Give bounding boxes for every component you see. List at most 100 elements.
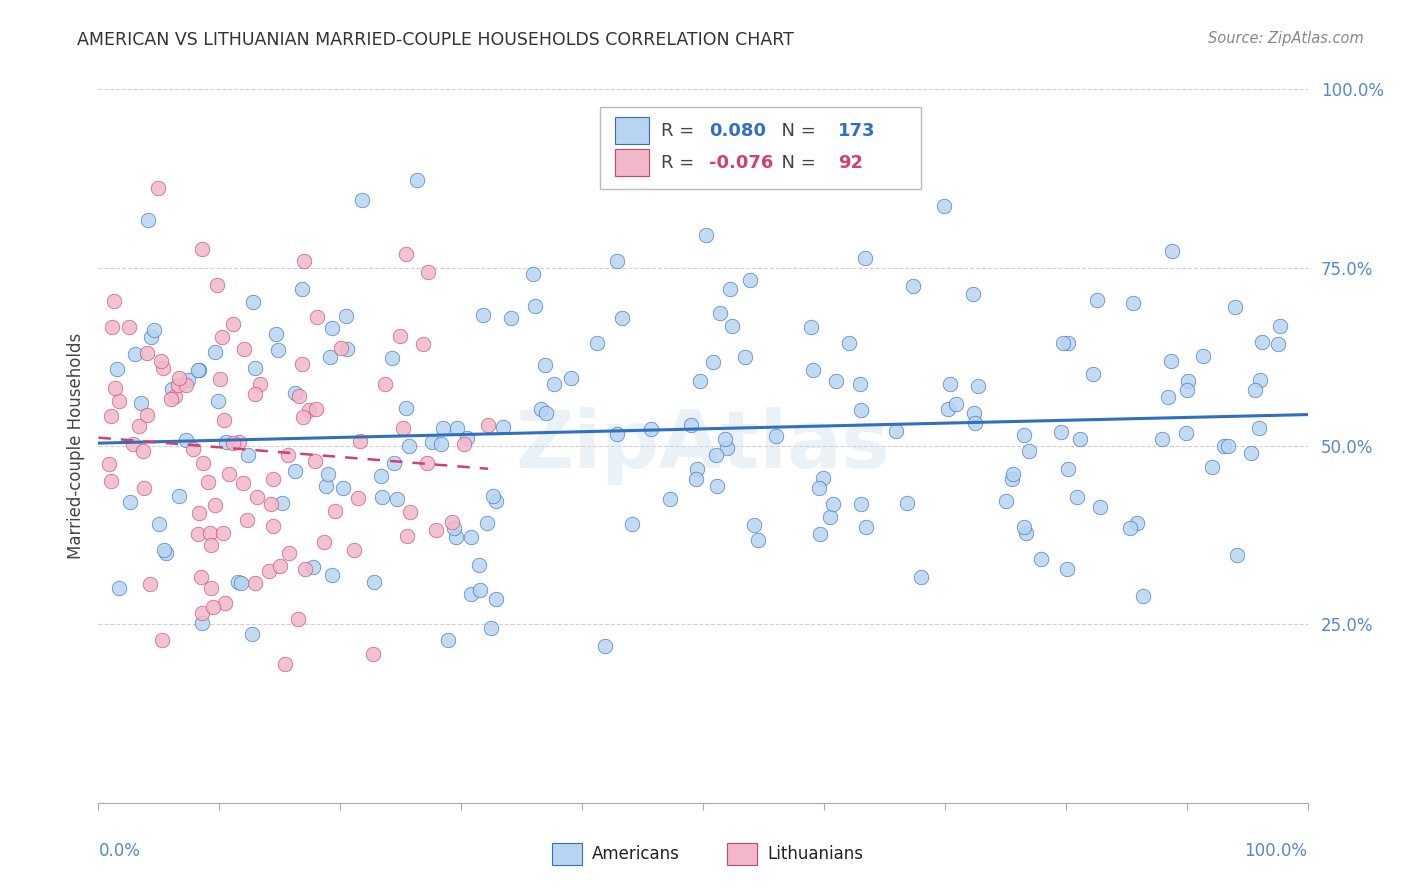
- Point: [499, 310, 522, 325]
- Point: [453, 437, 475, 451]
- Text: R =: R =: [661, 153, 700, 171]
- Point: [714, 432, 737, 446]
- Point: [965, 416, 987, 430]
- FancyBboxPatch shape: [600, 107, 921, 189]
- Point: [374, 377, 396, 392]
- Point: [132, 443, 155, 458]
- Text: ZipAtlas: ZipAtlas: [516, 407, 890, 485]
- Point: [1161, 244, 1184, 258]
- Point: [1174, 425, 1197, 440]
- Point: [304, 454, 326, 468]
- Point: [1090, 500, 1112, 514]
- Point: [849, 376, 872, 391]
- Point: [479, 621, 502, 635]
- Point: [1249, 373, 1271, 387]
- Point: [387, 491, 409, 506]
- Point: [298, 402, 321, 417]
- Point: [808, 481, 831, 495]
- Text: N =: N =: [769, 121, 821, 139]
- Point: [485, 592, 508, 607]
- Point: [1050, 425, 1073, 439]
- Text: R =: R =: [661, 121, 700, 139]
- Point: [747, 533, 769, 547]
- Point: [640, 422, 662, 436]
- Point: [138, 577, 160, 591]
- Point: [1212, 439, 1234, 453]
- Point: [524, 299, 547, 313]
- Point: [709, 306, 731, 320]
- Point: [398, 439, 420, 453]
- Point: [370, 490, 392, 504]
- Point: [1150, 432, 1173, 446]
- Point: [128, 419, 150, 434]
- Point: [606, 427, 628, 442]
- Point: [491, 419, 513, 434]
- Point: [332, 481, 354, 495]
- Point: [232, 342, 254, 356]
- Point: [200, 538, 222, 552]
- Text: AMERICAN VS LITHUANIAN MARRIED-COUPLE HOUSEHOLDS CORRELATION CHART: AMERICAN VS LITHUANIAN MARRIED-COUPLE HO…: [77, 31, 794, 49]
- Point: [689, 374, 711, 388]
- Point: [1243, 384, 1265, 398]
- Point: [593, 639, 616, 653]
- Point: [218, 467, 240, 481]
- Point: [190, 615, 212, 630]
- Point: [245, 386, 267, 401]
- Point: [193, 456, 215, 470]
- Point: [1177, 374, 1199, 388]
- Point: [800, 320, 823, 334]
- Text: 173: 173: [838, 121, 876, 139]
- Point: [396, 529, 419, 543]
- Point: [1201, 459, 1223, 474]
- Point: [472, 308, 495, 322]
- Point: [994, 494, 1017, 508]
- Point: [287, 612, 309, 626]
- Point: [765, 428, 787, 442]
- Point: [160, 392, 183, 406]
- Point: [174, 433, 197, 447]
- Point: [266, 343, 288, 357]
- Point: [321, 568, 343, 582]
- Point: [695, 227, 717, 242]
- Point: [104, 381, 127, 395]
- Point: [269, 559, 291, 574]
- Point: [207, 394, 229, 409]
- Point: [536, 406, 558, 420]
- Point: [222, 435, 245, 450]
- Point: [849, 403, 872, 417]
- Point: [716, 441, 738, 455]
- Point: [1251, 334, 1274, 349]
- Point: [1226, 548, 1249, 562]
- Point: [301, 559, 323, 574]
- Point: [606, 253, 628, 268]
- Point: [522, 267, 544, 281]
- Point: [100, 409, 122, 423]
- Point: [176, 373, 198, 387]
- Point: [118, 319, 141, 334]
- Point: [167, 378, 190, 392]
- Point: [236, 513, 259, 527]
- Point: [1057, 461, 1080, 475]
- Point: [336, 342, 359, 356]
- Point: [246, 490, 269, 504]
- Point: [108, 394, 131, 409]
- Point: [962, 287, 984, 301]
- Point: [702, 355, 724, 369]
- Point: [101, 320, 124, 334]
- Point: [896, 495, 918, 509]
- Point: [240, 626, 263, 640]
- Point: [440, 515, 463, 529]
- Point: [945, 397, 967, 411]
- Point: [1192, 350, 1215, 364]
- Point: [1268, 318, 1291, 333]
- Point: [443, 521, 465, 535]
- Point: [686, 462, 709, 476]
- Point: [98, 457, 121, 471]
- Point: [1157, 390, 1180, 404]
- Point: [1081, 367, 1104, 381]
- Point: [274, 657, 297, 671]
- Point: [329, 342, 352, 356]
- Point: [824, 374, 846, 388]
- Point: [1057, 336, 1080, 351]
- Point: [437, 633, 460, 648]
